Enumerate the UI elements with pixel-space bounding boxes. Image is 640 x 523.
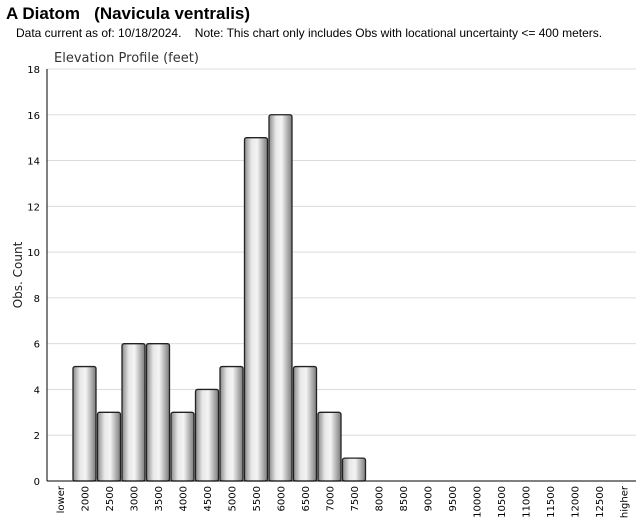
bar-5500 [243, 137, 269, 482]
x-tick-label: 12500 [595, 486, 606, 518]
x-tick-label: lower [56, 485, 67, 513]
x-tick-label: 6000 [277, 486, 288, 511]
x-tick-label: higher [620, 485, 631, 518]
y-tick-label: 16 [27, 111, 40, 122]
x-tick-label: 2500 [105, 486, 116, 511]
bar-5000 [219, 365, 244, 482]
bars [72, 114, 367, 482]
bar-2500 [96, 411, 122, 482]
y-tick-label: 6 [34, 340, 40, 351]
x-tick-label: 11500 [546, 486, 557, 518]
x-tick-label: 3000 [130, 486, 141, 511]
bar-3500 [145, 343, 171, 482]
axes [46, 69, 636, 482]
bar-4500 [194, 388, 220, 482]
x-tick-label: 7000 [326, 486, 337, 511]
x-tick-label: 10500 [497, 486, 508, 518]
x-tick-label: 10000 [473, 486, 484, 518]
x-tick-labels: lower 2000 2500 3000 3500 4000 4500 5000 5500 600… [56, 485, 631, 518]
bar-6000 [268, 114, 293, 482]
bar-3000 [121, 343, 146, 482]
x-tick-label: 12000 [571, 486, 582, 518]
page-title: A Diatom (Navicula ventralis) [6, 4, 251, 23]
x-tick-label: 4000 [179, 486, 190, 511]
bar-7500 [341, 457, 367, 482]
x-tick-label: 8500 [399, 486, 410, 511]
x-tick-label: 4500 [203, 486, 214, 511]
y-tick-label: 12 [27, 202, 40, 213]
x-tick-label: 7500 [350, 486, 361, 511]
x-tick-label: 9500 [448, 486, 459, 511]
x-tick-label: 6500 [301, 486, 312, 511]
page-subtitle: Data current as of: 10/18/2024. Note: Th… [16, 26, 603, 40]
x-tick-label: 5500 [252, 486, 263, 511]
y-tick-label: 2 [34, 431, 40, 442]
x-tick-label: 3500 [154, 486, 165, 511]
bar-7000 [317, 411, 342, 482]
x-tick-label: 8000 [375, 486, 386, 511]
x-tick-label: 2000 [81, 486, 92, 511]
bar-2000 [72, 365, 97, 482]
bar-4000 [170, 411, 195, 482]
y-tick-label: 18 [27, 65, 40, 76]
y-tick-label: 4 [34, 385, 40, 396]
bar-6500 [292, 365, 318, 482]
y-axis-title: Obs. Count [11, 241, 25, 308]
x-tick-label: 11000 [522, 486, 533, 518]
y-tick-label: 14 [27, 157, 40, 168]
y-tick-label: 8 [34, 294, 40, 305]
x-tick-label: 5000 [228, 486, 239, 511]
y-tick-label: 0 [34, 477, 40, 488]
chart-title: Elevation Profile (feet) [54, 51, 199, 66]
x-tick-label: 9000 [424, 486, 435, 511]
y-tick-label: 10 [27, 248, 40, 259]
y-tick-labels: 0 2 4 6 8 10 12 14 16 18 [27, 65, 40, 488]
